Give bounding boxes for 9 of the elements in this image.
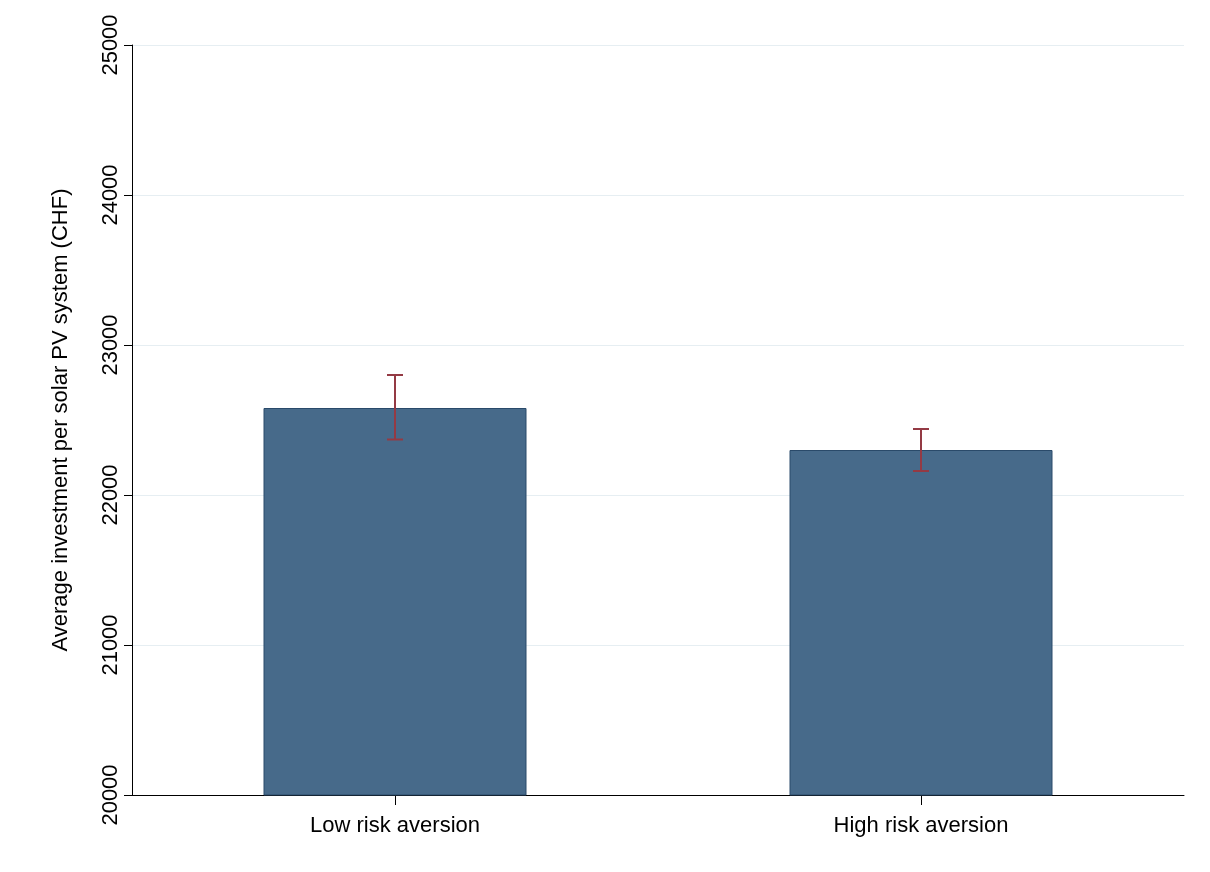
y-tick-label: 25000 xyxy=(96,14,122,76)
y-tick-label: 22000 xyxy=(96,464,122,526)
y-axis-title: Average investment per solar PV system (CHF) xyxy=(46,188,72,652)
y-tick-label: 24000 xyxy=(96,164,122,226)
x-tick-label: High risk aversion xyxy=(833,811,1009,837)
y-tick-label: 21000 xyxy=(96,614,122,676)
y-tick-label: 23000 xyxy=(96,314,122,376)
y-tick-label: 20000 xyxy=(96,764,122,826)
x-tick-label: Low risk aversion xyxy=(310,811,480,837)
